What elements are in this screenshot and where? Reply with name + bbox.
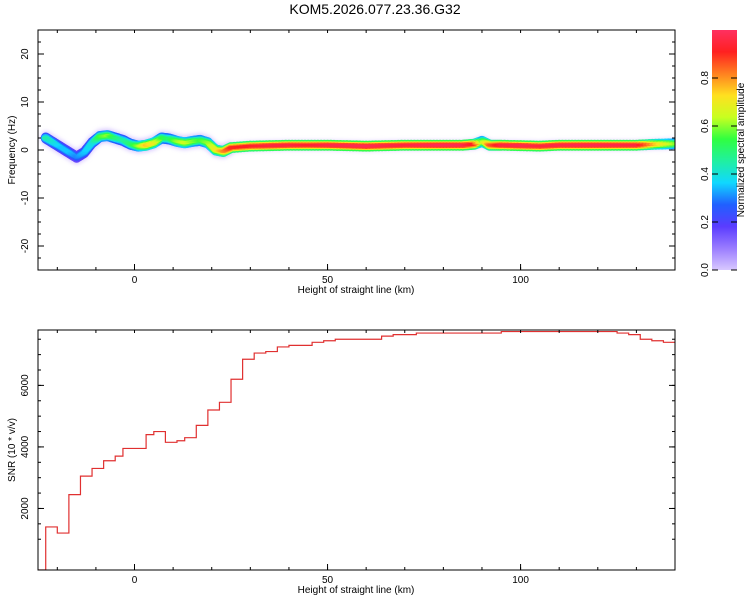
colorbar-ticks: 0.0 0.2 0.4 0.6 0.8	[700, 71, 737, 277]
snr-ylabel: SNR (10 * v/v)	[7, 418, 18, 482]
colorbar-tick-label: 0.8	[700, 71, 711, 85]
snr-frame	[37, 329, 676, 571]
x-tick-label: 50	[322, 275, 334, 286]
y-tick-label: 20	[20, 48, 31, 60]
colorbar-tick-label: 0.6	[700, 119, 711, 133]
x-tick-label: 50	[322, 575, 334, 586]
snr-xlabel: Height of straight line (km)	[298, 585, 415, 596]
y-tick-label: 4000	[20, 435, 31, 458]
snr-axes: 0 50 100 2000 4000 6000	[20, 330, 676, 586]
figure-title: KOM5.2026.077.23.36.G32	[289, 1, 461, 17]
x-tick-label: 100	[512, 575, 529, 586]
y-tick-label: 0	[20, 147, 31, 153]
colorbar-label: Normalized spectral amplitude	[736, 82, 747, 217]
colorbar-gradient	[712, 30, 737, 270]
x-tick-label: 0	[132, 575, 138, 586]
colorbar-tick-label: 0.0	[700, 263, 711, 277]
snr-series-line	[38, 330, 675, 570]
spectrogram-ylabel: Frequency (Hz)	[7, 116, 18, 185]
colorbar: 0.0 0.2 0.4 0.6 0.8 Normalized spectral ampl…	[700, 30, 747, 277]
snr-panel: 0 50 100 2000 4000 6000 Height of straight li…	[7, 329, 676, 596]
x-tick-label: 100	[512, 275, 529, 286]
colorbar-tick-label: 0.4	[700, 167, 711, 181]
spectrogram-ridge	[40, 128, 675, 165]
y-tick-label: 10	[20, 96, 31, 108]
spectrogram-xlabel: Height of straight line (km)	[298, 285, 415, 296]
ridge-band-3	[42, 134, 675, 159]
ridge-cell	[671, 142, 675, 146]
y-tick-label: 6000	[20, 374, 31, 397]
x-tick-label: 0	[132, 275, 138, 286]
y-tick-label: -20	[20, 238, 31, 253]
y-tick-label: 2000	[20, 497, 31, 520]
y-tick-label: -10	[20, 190, 31, 205]
colorbar-tick-label: 0.2	[700, 215, 711, 229]
